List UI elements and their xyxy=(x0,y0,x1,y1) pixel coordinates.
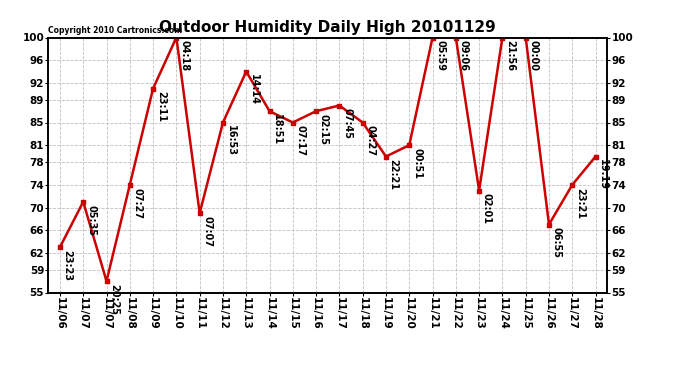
Text: 18:51: 18:51 xyxy=(273,114,282,145)
Text: 04:27: 04:27 xyxy=(366,125,375,156)
Point xyxy=(357,120,368,126)
Text: 19:19: 19:19 xyxy=(598,159,609,190)
Point xyxy=(451,34,462,40)
Point xyxy=(148,86,159,92)
Point xyxy=(241,69,252,75)
Text: 23:21: 23:21 xyxy=(575,188,585,219)
Text: 02:01: 02:01 xyxy=(482,193,492,224)
Text: 00:00: 00:00 xyxy=(529,40,538,71)
Text: 23:11: 23:11 xyxy=(156,91,166,122)
Point xyxy=(427,34,438,40)
Point xyxy=(590,153,601,159)
Point xyxy=(55,244,66,250)
Text: 07:07: 07:07 xyxy=(202,216,213,247)
Text: 07:45: 07:45 xyxy=(342,108,352,139)
Point xyxy=(101,278,112,284)
Text: 05:59: 05:59 xyxy=(435,40,445,71)
Text: 04:18: 04:18 xyxy=(179,40,189,71)
Text: 22:21: 22:21 xyxy=(388,159,399,190)
Point xyxy=(310,108,322,114)
Point xyxy=(380,153,391,159)
Text: 06:55: 06:55 xyxy=(552,227,562,258)
Point xyxy=(404,142,415,148)
Point xyxy=(171,34,182,40)
Point xyxy=(124,182,135,188)
Point xyxy=(566,182,578,188)
Point xyxy=(497,34,508,40)
Text: 23:23: 23:23 xyxy=(63,250,72,281)
Text: 14:14: 14:14 xyxy=(249,74,259,105)
Text: 16:53: 16:53 xyxy=(226,125,236,156)
Text: 00:51: 00:51 xyxy=(412,148,422,179)
Text: 07:17: 07:17 xyxy=(295,125,306,156)
Point xyxy=(334,102,345,108)
Title: Outdoor Humidity Daily High 20101129: Outdoor Humidity Daily High 20101129 xyxy=(159,20,496,35)
Text: 21:56: 21:56 xyxy=(505,40,515,71)
Text: 09:06: 09:06 xyxy=(459,40,469,71)
Text: 20:25: 20:25 xyxy=(109,284,119,315)
Point xyxy=(544,222,555,228)
Point xyxy=(287,120,298,126)
Text: Copyright 2010 Cartronics.com: Copyright 2010 Cartronics.com xyxy=(48,26,182,35)
Point xyxy=(194,210,205,216)
Point xyxy=(264,108,275,114)
Point xyxy=(473,188,484,194)
Text: 07:27: 07:27 xyxy=(132,188,143,219)
Text: 05:35: 05:35 xyxy=(86,205,96,236)
Text: 02:15: 02:15 xyxy=(319,114,329,145)
Point xyxy=(520,34,531,40)
Point xyxy=(78,199,89,205)
Point xyxy=(217,120,228,126)
